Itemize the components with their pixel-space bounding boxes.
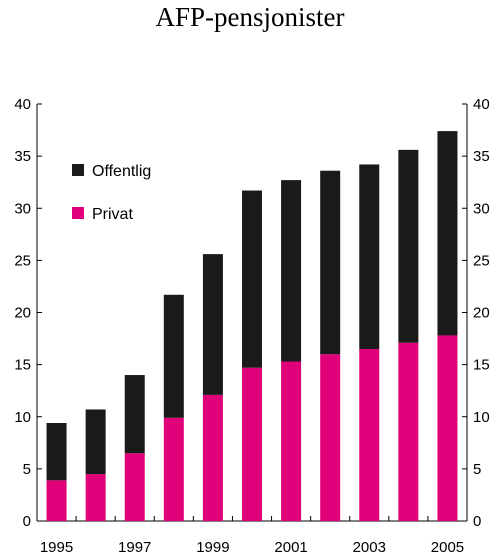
bar-privat-2000: [242, 367, 262, 521]
legend: Offentlig Privat: [72, 163, 151, 223]
bar-offentlig-2005: [437, 131, 458, 336]
y-tick-label-left: 0: [23, 513, 31, 530]
bar-privat-1999: [202, 394, 223, 521]
y-tick-label-left: 25: [14, 252, 31, 269]
y-tick-label-left: 10: [14, 409, 31, 426]
bar-offentlig-1996: [85, 409, 106, 475]
y-tick-label-right: 5: [473, 461, 481, 478]
bar-privat-2002: [320, 354, 341, 521]
bar-offentlig-2002: [320, 170, 341, 355]
x-tick-label: 1997: [118, 539, 151, 556]
bar-privat-2004: [398, 342, 419, 521]
legend-swatch-privat: [72, 207, 84, 219]
bar-privat-2005: [437, 335, 458, 521]
bar-privat-1996: [85, 474, 106, 521]
x-tick-label: 2003: [353, 539, 386, 556]
legend-label-offentlig: Offentlig: [92, 163, 151, 180]
y-tick-label-left: 40: [14, 96, 31, 113]
y-tick-label-left: 30: [14, 200, 31, 217]
bar-privat-1998: [163, 417, 184, 521]
legend-swatch-offentlig: [72, 164, 84, 176]
y-tick-label-right: 35: [473, 148, 490, 165]
bar-offentlig-2003: [359, 164, 380, 349]
y-tick-label-left: 35: [14, 148, 31, 165]
bar-privat-2001: [281, 361, 302, 521]
x-tick-label: 2001: [274, 539, 307, 556]
y-tick-label-left: 5: [23, 461, 31, 478]
chart-title: AFP-pensjonister: [156, 2, 345, 32]
bar-offentlig-1997: [124, 375, 145, 454]
y-tick-label-right: 30: [473, 200, 490, 217]
bar-offentlig-1999: [202, 254, 223, 395]
y-tick-label-right: 40: [473, 96, 490, 113]
y-tick-label-left: 15: [14, 357, 31, 374]
bar-privat-1997: [124, 453, 145, 521]
y-tick-label-right: 10: [473, 409, 490, 426]
y-tick-label-left: 20: [14, 305, 31, 322]
x-tick-label: 2005: [431, 539, 464, 556]
bar-offentlig-2004: [398, 149, 419, 343]
plot-area: 0 0 5 5 10 10 15 15 20 20 25 25 30 30 35 35 40 40 1995 1997…: [14, 96, 489, 556]
y-tick-label-right: 20: [473, 305, 490, 322]
legend-label-privat: Privat: [92, 206, 133, 223]
bar-offentlig-1998: [163, 294, 184, 418]
bar-privat-1995: [46, 480, 67, 521]
y-tick-label-right: 25: [473, 252, 490, 269]
x-tick-label: 1995: [40, 539, 73, 556]
bar-offentlig-2001: [281, 180, 302, 362]
y-tick-label-right: 15: [473, 357, 490, 374]
y-tick-label-right: 0: [473, 513, 481, 530]
x-tick-label: 1999: [196, 539, 229, 556]
bar-offentlig-1995: [46, 423, 67, 481]
bar-offentlig-2000: [242, 190, 262, 368]
bar-privat-2003: [359, 348, 380, 521]
